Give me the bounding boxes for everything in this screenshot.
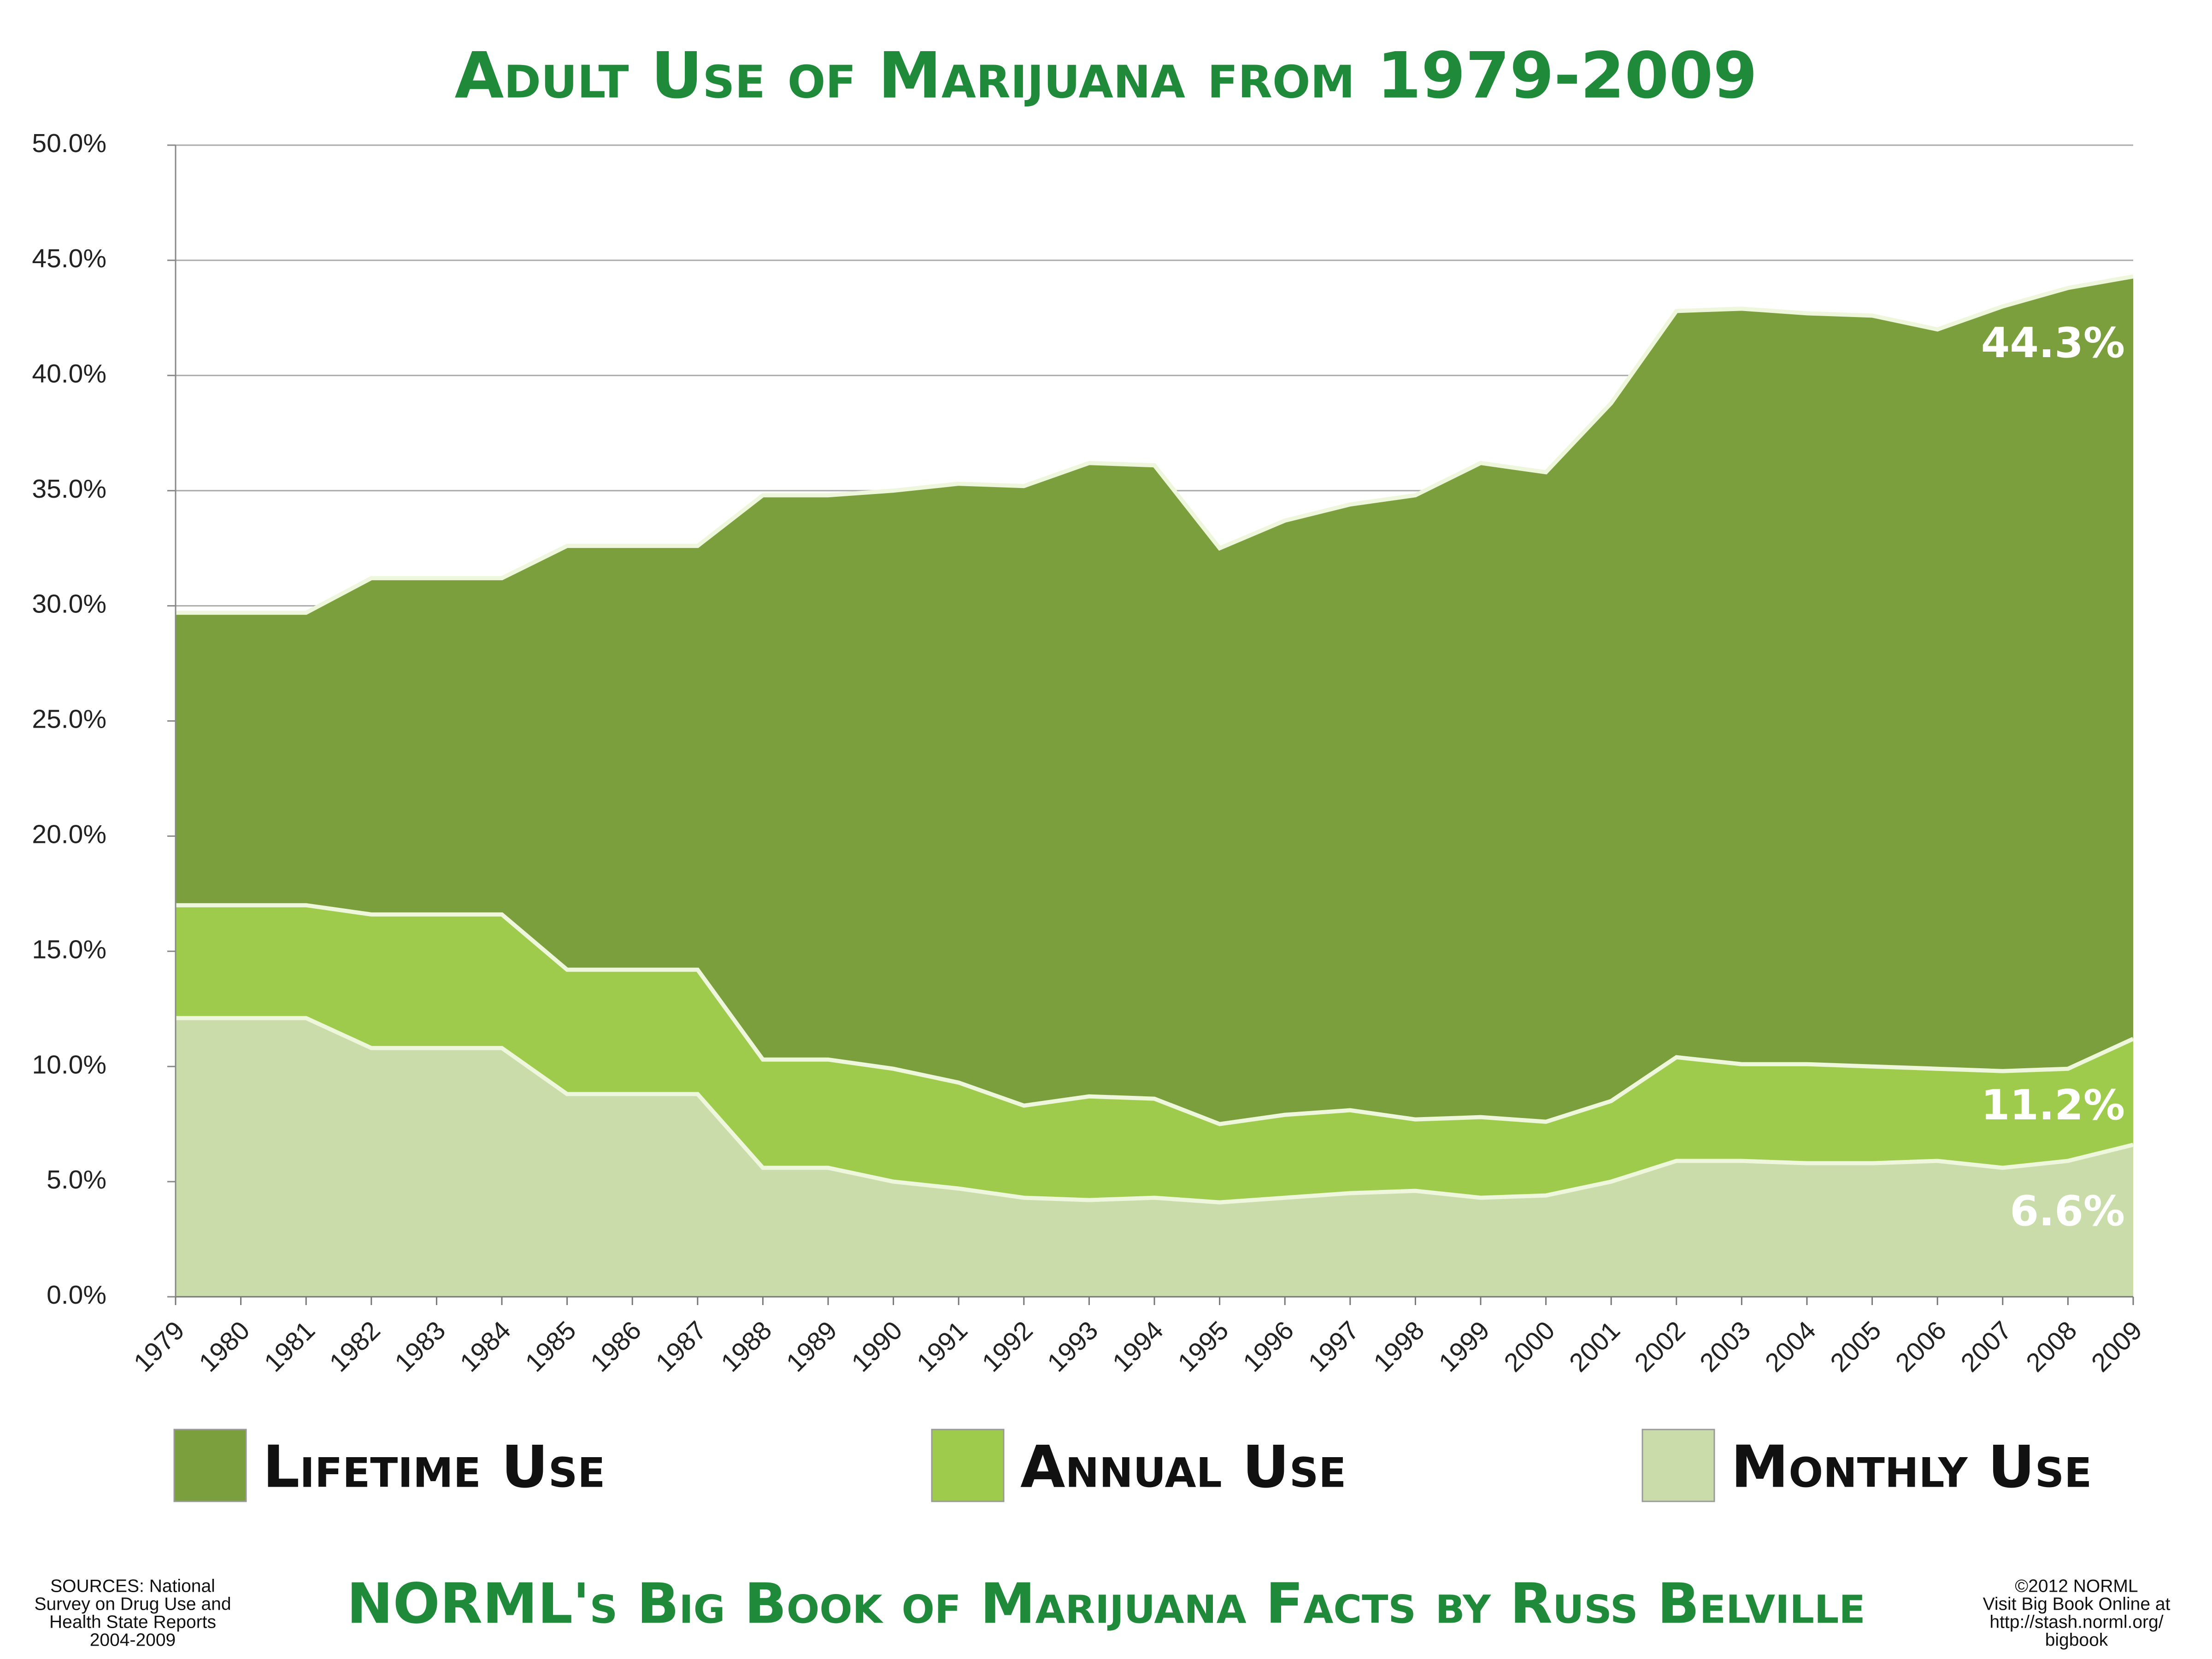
- y-tick-label: 50.0%: [32, 129, 106, 158]
- x-tick-label: 1996: [1237, 1316, 1300, 1378]
- value-label: 6.6%: [2010, 1187, 2125, 1235]
- copyright: Visit Big Book Online at: [1983, 1594, 2171, 1614]
- area: [176, 1018, 2133, 1297]
- x-tick-label: 1991: [911, 1316, 973, 1378]
- x-tick-label: 1989: [781, 1316, 843, 1378]
- x-tick-label: 1979: [128, 1316, 190, 1378]
- copyright: http://stash.norml.org/: [1989, 1612, 2163, 1632]
- x-tick-label: 1983: [389, 1316, 451, 1378]
- x-tick-label: 1985: [520, 1316, 582, 1378]
- x-tick-label: 1990: [846, 1316, 908, 1378]
- legend-label: Annual Use: [1020, 1433, 1346, 1501]
- x-tick-label: 2005: [1825, 1316, 1887, 1378]
- sources: 2004-2009: [90, 1630, 176, 1650]
- y-tick-label: 15.0%: [32, 935, 106, 964]
- x-tick-label: 1993: [1041, 1316, 1104, 1378]
- x-tick-label: 1995: [1172, 1316, 1235, 1378]
- copyright: bigbook: [2045, 1630, 2108, 1650]
- y-tick-label: 30.0%: [32, 589, 106, 619]
- y-tick-label: 20.0%: [32, 819, 106, 849]
- legend-swatch: [1641, 1429, 1715, 1502]
- footer-title: NORML's Big Book of Marijuana Facts by R…: [347, 1572, 1865, 1636]
- area-edge: [176, 903, 2134, 1126]
- x-tick-label: 1997: [1303, 1316, 1365, 1378]
- y-tick-label: 45.0%: [32, 244, 106, 273]
- x-tick-label: 2009: [2086, 1316, 2148, 1378]
- x-tick-label: 1984: [454, 1316, 517, 1378]
- sources: Survey on Drug Use and: [34, 1594, 231, 1614]
- x-tick-label: 1992: [977, 1316, 1039, 1378]
- y-tick-label: 0.0%: [47, 1280, 106, 1310]
- y-tick-label: 10.0%: [32, 1050, 106, 1079]
- x-tick-label: 2008: [2020, 1316, 2083, 1378]
- copyright: ©2012 NORML: [2015, 1576, 2138, 1596]
- y-tick-label: 40.0%: [32, 359, 106, 388]
- x-tick-label: 2007: [1955, 1316, 2018, 1378]
- x-tick-label: 1982: [324, 1316, 386, 1378]
- chart-title: Adult Use of Marijuana from 1979-2009: [455, 39, 1758, 113]
- x-tick-label: 2006: [1890, 1316, 1952, 1378]
- x-tick-label: 2002: [1629, 1316, 1691, 1378]
- x-tick-label: 2003: [1694, 1316, 1756, 1378]
- x-tick-label: 1988: [715, 1316, 777, 1378]
- value-label: 44.3%: [1981, 319, 2125, 367]
- legend-swatch: [173, 1429, 247, 1502]
- x-tick-label: 1981: [259, 1316, 321, 1378]
- legend-swatch: [931, 1429, 1005, 1502]
- legend-label: Monthly Use: [1731, 1433, 2092, 1501]
- x-tick-label: 1999: [1433, 1316, 1495, 1378]
- x-tick-label: 2001: [1564, 1316, 1626, 1378]
- y-tick-label: 35.0%: [32, 474, 106, 504]
- x-tick-label: 2000: [1499, 1316, 1561, 1378]
- x-tick-label: 1994: [1107, 1316, 1169, 1378]
- area-edge: [176, 1016, 2134, 1205]
- area-edge: [176, 274, 2134, 615]
- x-tick-label: 1986: [585, 1316, 647, 1378]
- value-label: 11.2%: [1981, 1081, 2125, 1130]
- legend-label: Lifetime Use: [263, 1433, 605, 1501]
- y-tick-label: 5.0%: [47, 1165, 106, 1194]
- sources: Health State Reports: [49, 1612, 216, 1632]
- x-tick-label: 2004: [1759, 1316, 1822, 1378]
- sources: SOURCES: National: [50, 1576, 215, 1596]
- x-tick-label: 1987: [650, 1316, 712, 1378]
- x-tick-label: 1980: [194, 1316, 256, 1378]
- x-tick-label: 1998: [1368, 1316, 1430, 1378]
- y-tick-label: 25.0%: [32, 705, 106, 734]
